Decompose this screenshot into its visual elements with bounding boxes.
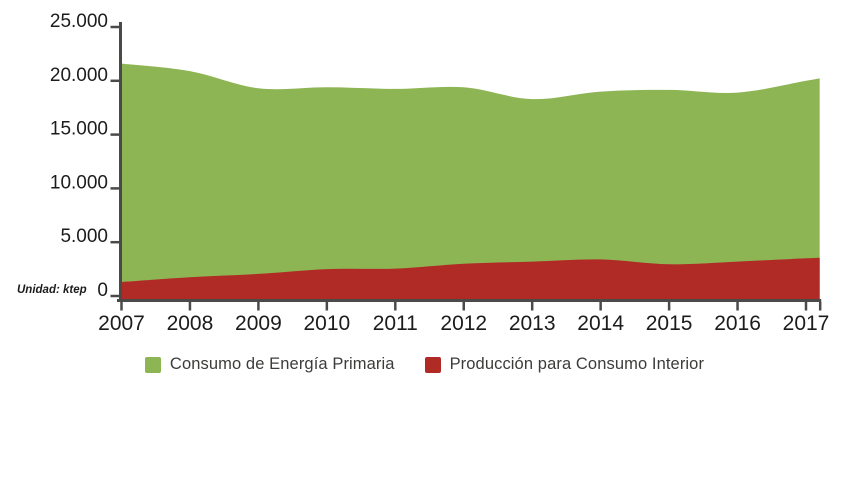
x-axis-tick-label: 2014 xyxy=(577,312,624,335)
x-axis-tick-label: 2012 xyxy=(440,312,487,335)
legend-item-produccion: Producción para Consumo Interior xyxy=(424,355,705,374)
area-series-consumo xyxy=(121,63,820,300)
x-axis-tick-label: 2015 xyxy=(646,312,693,335)
area-series-produccion xyxy=(121,257,820,300)
legend-label-consumo: Consumo de Energía Primaria xyxy=(169,355,395,373)
y-axis-tick-label: 20.000 xyxy=(50,65,108,86)
area-chart: 0 5.000 10.000 15.000 20.000 25.000 2007 2008 20… xyxy=(50,11,830,335)
x-axis-tick-label: 2017 xyxy=(783,312,830,335)
y-axis-tick-label: 25.000 xyxy=(50,11,108,32)
x-axis-tick-label: 2013 xyxy=(509,312,556,335)
legend-label-produccion: Producción para Consumo Interior xyxy=(449,355,705,373)
x-axis-tick-label: 2007 xyxy=(98,312,145,335)
legend-swatch-consumo-green xyxy=(144,356,161,373)
y-axis-tick-label: 15.000 xyxy=(50,119,108,140)
legend-swatch-produccion-red xyxy=(424,356,441,373)
legend-item-consumo: Consumo de Energía Primaria xyxy=(144,355,395,374)
x-axis-tick-label: 2010 xyxy=(303,312,350,335)
y-axis-tick-label: 5.000 xyxy=(60,226,108,247)
x-axis-tick-label: 2009 xyxy=(235,312,282,335)
y-axis-tick-label: 0 xyxy=(97,280,108,301)
y-axis-tick-label: 10.000 xyxy=(50,172,108,193)
x-axis-tick-label: 2008 xyxy=(167,312,214,335)
chart-legend: Consumo de Energía Primaria Producción p… xyxy=(0,355,849,374)
chart-svg: 0 5.000 10.000 15.000 20.000 25.000 2007 2008 20… xyxy=(50,11,830,335)
x-axis-tick-label: 2016 xyxy=(714,312,761,335)
x-axis-tick-label: 2011 xyxy=(373,312,418,335)
unit-label: Unidad: ktep xyxy=(17,284,87,296)
